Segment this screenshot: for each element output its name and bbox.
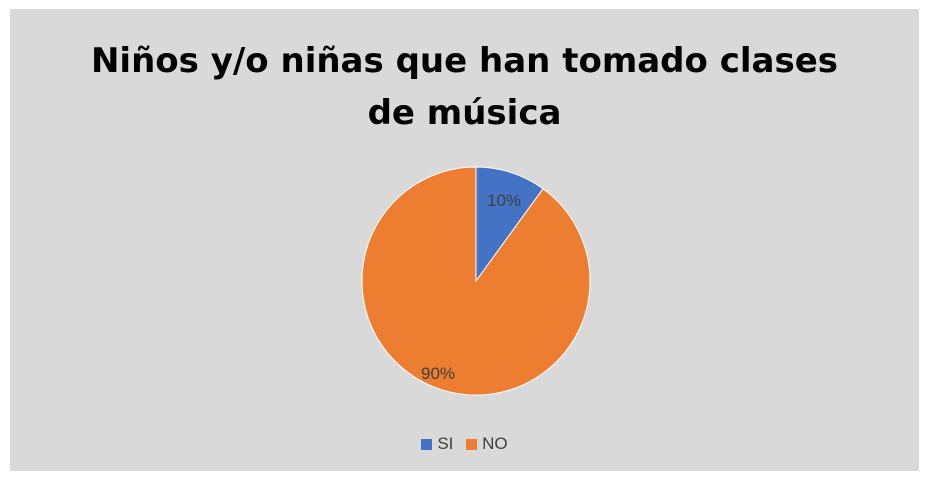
legend-swatch-si — [421, 438, 433, 450]
legend-item-si: SI — [421, 434, 453, 454]
data-label-no: 90% — [421, 364, 455, 383]
legend: SI NO — [10, 434, 919, 455]
chart-area: Niños y/o niñas que han tomado clases de… — [10, 9, 919, 471]
pie-chart: 10% 90% — [361, 166, 591, 396]
chart-title: Niños y/o niñas que han tomado clases de… — [10, 35, 919, 139]
chart-title-line-1: Niños y/o niñas que han tomado clases — [90, 41, 839, 81]
pie-slice-si — [475, 166, 544, 283]
chart-title-line-2: de música — [367, 93, 562, 133]
pie-slice-no — [361, 166, 591, 396]
legend-label-si: SI — [437, 434, 454, 453]
data-label-si: 10% — [487, 191, 521, 210]
legend-swatch-no — [466, 438, 478, 450]
legend-label-no: NO — [482, 434, 508, 453]
legend-item-no: NO — [466, 434, 508, 454]
